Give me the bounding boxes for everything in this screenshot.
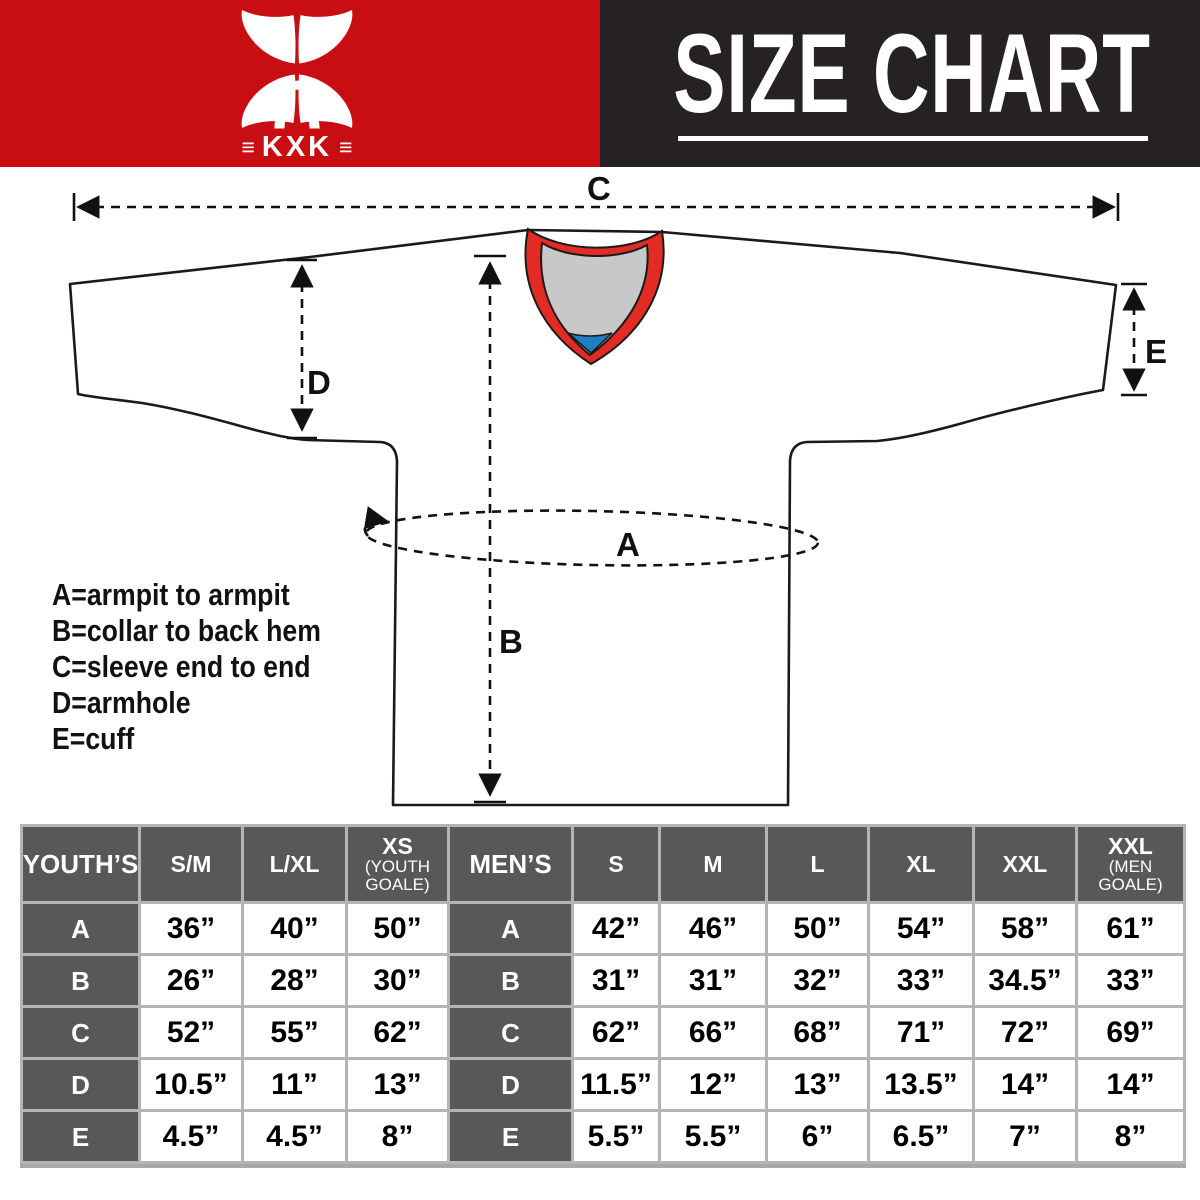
col-header-xxl-men-goalie: XXL (MEN GOALE) <box>1078 827 1183 901</box>
size-cell: 12” <box>661 1060 765 1109</box>
size-cell: 30” <box>348 956 447 1005</box>
col-header-s: S <box>574 827 658 901</box>
row-label: E <box>450 1112 571 1161</box>
col-header-sub: (YOUTH GOALE) <box>364 857 431 894</box>
col-header-xxl: XXL <box>975 827 1075 901</box>
size-cell: 52” <box>141 1008 241 1057</box>
measure-label-a: A <box>616 526 640 563</box>
row-label: A <box>23 904 138 953</box>
row-label: A <box>450 904 571 953</box>
col-header-sm: S/M <box>141 827 241 901</box>
size-cell: 58” <box>975 904 1075 953</box>
legend-line-b: B=collar to back hem <box>52 613 321 648</box>
brand-name: KXK <box>261 131 333 163</box>
size-cell: 8” <box>348 1112 447 1161</box>
size-cell: 7” <box>975 1112 1075 1161</box>
size-cell: 28” <box>244 956 345 1005</box>
title-underline <box>678 136 1148 141</box>
collar-vee-insert <box>567 332 613 355</box>
page-title: SIZE CHART <box>673 11 1151 136</box>
size-cell: 54” <box>870 904 972 953</box>
size-cell: 36” <box>141 904 241 953</box>
col-header-lxl: L/XL <box>244 827 345 901</box>
size-cell: 11” <box>244 1060 345 1109</box>
size-cell: 34.5” <box>975 956 1075 1005</box>
row-label: E <box>23 1112 138 1161</box>
size-cell: 8” <box>1078 1112 1183 1161</box>
row-label: B <box>450 956 571 1005</box>
size-cell: 5.5” <box>574 1112 658 1161</box>
triple-bar-icon: ≡ <box>339 134 353 160</box>
size-cell: 6.5” <box>870 1112 972 1161</box>
jersey-diagram: C D B E A <box>68 167 1171 807</box>
size-cell: 13” <box>348 1060 447 1109</box>
title-panel: SIZE CHART <box>600 0 1200 167</box>
size-cell: 14” <box>975 1060 1075 1109</box>
size-cell: 62” <box>348 1008 447 1057</box>
measure-label-d: D <box>307 364 331 401</box>
size-cell: 62” <box>574 1008 658 1057</box>
header-banner: ≡ KXK ≡ SIZE CHART <box>0 0 1200 167</box>
row-label: D <box>450 1060 571 1109</box>
brand-logo: ≡ KXK ≡ <box>222 6 372 163</box>
size-cell: 69” <box>1078 1008 1183 1057</box>
size-cell: 50” <box>348 904 447 953</box>
size-cell: 68” <box>768 1008 867 1057</box>
col-header-m: M <box>661 827 765 901</box>
size-cell: 31” <box>661 956 765 1005</box>
row-label: B <box>23 956 138 1005</box>
size-cell: 14” <box>1078 1060 1183 1109</box>
jersey-outline <box>68 228 1118 807</box>
size-cell: 40” <box>244 904 345 953</box>
triple-bar-icon: ≡ <box>241 134 255 160</box>
size-cell: 50” <box>768 904 867 953</box>
size-cell: 10.5” <box>141 1060 241 1109</box>
size-cell: 32” <box>768 956 867 1005</box>
col-header-xl: XL <box>870 827 972 901</box>
size-cell: 6” <box>768 1112 867 1161</box>
measure-label-c: C <box>587 170 611 207</box>
size-cell: 31” <box>574 956 658 1005</box>
size-cell: 13” <box>768 1060 867 1109</box>
measure-label-b: B <box>499 623 523 660</box>
size-cell: 61” <box>1078 904 1183 953</box>
legend-line-a: A=armpit to armpit <box>52 577 290 612</box>
row-label: D <box>23 1060 138 1109</box>
size-cell: 66” <box>661 1008 765 1057</box>
size-cell: 13.5” <box>870 1060 972 1109</box>
kxk-emblem-icon <box>241 10 353 129</box>
size-cell: 5.5” <box>661 1112 765 1161</box>
size-cell: 11.5” <box>574 1060 658 1109</box>
measure-label-e: E <box>1145 333 1167 370</box>
size-cell: 55” <box>244 1008 345 1057</box>
col-header-mens: MEN’S <box>450 827 571 901</box>
col-header-main: XS <box>382 833 413 859</box>
size-cell: 71” <box>870 1008 972 1057</box>
col-header-sub: (MEN GOALE) <box>1098 857 1163 894</box>
legend-line-e: E=cuff <box>52 721 135 756</box>
measure-a-hook-arrow <box>363 506 389 537</box>
size-cell: 72” <box>975 1008 1075 1057</box>
col-header-xs-youth-goalie: XS (YOUTH GOALE) <box>348 827 447 901</box>
brand-panel: ≡ KXK ≡ <box>0 0 600 167</box>
size-cell: 33” <box>1078 956 1183 1005</box>
size-cell: 33” <box>870 956 972 1005</box>
legend-line-c: C=sleeve end to end <box>52 649 311 684</box>
size-cell: 26” <box>141 956 241 1005</box>
size-chart-table: YOUTH’S S/M L/XL XS (YOUTH GOALE) MEN’S … <box>20 824 1186 1164</box>
measurement-legend: A=armpit to armpit B=collar to back hem … <box>52 577 321 757</box>
size-cell: 4.5” <box>141 1112 241 1161</box>
col-header-youths: YOUTH’S <box>23 827 138 901</box>
legend-line-d: D=armhole <box>52 685 191 720</box>
size-cell: 46” <box>661 904 765 953</box>
row-label: C <box>450 1008 571 1057</box>
size-cell: 4.5” <box>244 1112 345 1161</box>
size-cell: 42” <box>574 904 658 953</box>
col-header-main: XXL <box>1108 833 1153 859</box>
collar-inner <box>540 241 649 357</box>
col-header-l: L <box>768 827 867 901</box>
row-label: C <box>23 1008 138 1057</box>
brand-wordmark: ≡ KXK ≡ <box>222 131 372 163</box>
